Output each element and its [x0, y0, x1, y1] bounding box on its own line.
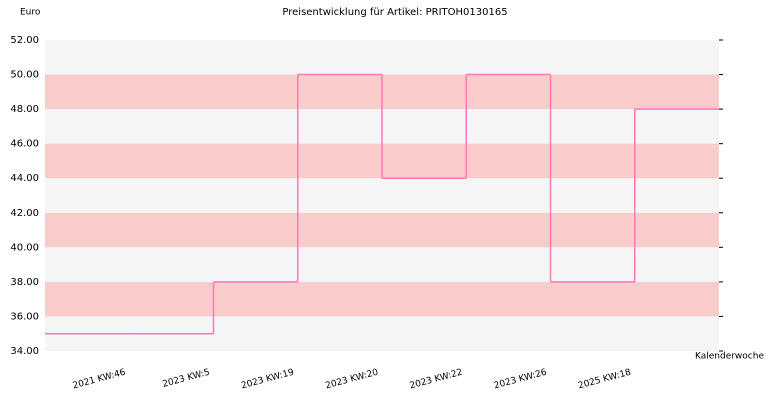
- chart-title: Preisentwicklung für Artikel: PRITOH0130…: [282, 7, 507, 18]
- grid-band: [45, 212, 719, 248]
- y-tick-label: 48.00: [10, 104, 39, 115]
- x-axis-label: Kalenderwoche: [695, 352, 764, 362]
- y-tick-label: 36.00: [10, 311, 39, 322]
- grid-band: [45, 247, 719, 282]
- y-tick-label: 40.00: [10, 242, 39, 253]
- x-tick-label: 2023 KW:22: [409, 368, 464, 392]
- y-tick-label: 52.00: [10, 35, 39, 46]
- x-tick-label: 2023 KW:5: [162, 368, 211, 390]
- x-tick-label: 2021 KW:46: [72, 368, 127, 392]
- x-tick-label: 2023 KW:19: [240, 368, 295, 392]
- x-tick-label: 2025 KW:18: [577, 368, 632, 392]
- y-tick-label: 34.00: [10, 346, 39, 357]
- x-tick-label: 2023 KW:26: [493, 368, 548, 392]
- y-axis-label: Euro: [20, 8, 41, 18]
- grid-band: [45, 178, 719, 213]
- grid-band: [45, 281, 719, 317]
- y-tick-label: 50.00: [10, 70, 39, 81]
- y-tick-label: 46.00: [10, 139, 39, 150]
- grid-band: [45, 40, 719, 75]
- y-tick-label: 42.00: [10, 208, 39, 219]
- x-tick-label: 2023 KW:20: [324, 368, 379, 392]
- y-tick-label: 38.00: [10, 277, 39, 288]
- y-tick-label: 44.00: [10, 173, 39, 184]
